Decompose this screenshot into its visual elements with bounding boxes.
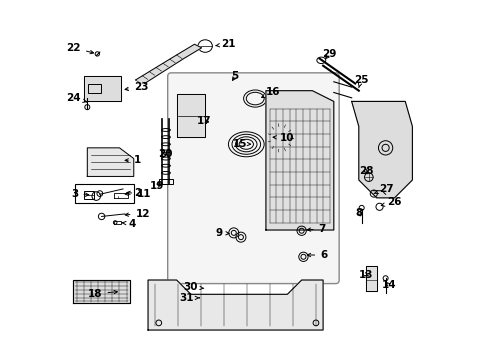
Text: 29: 29 (322, 49, 336, 59)
Text: 20: 20 (158, 149, 172, 159)
Text: 4: 4 (122, 219, 135, 229)
Text: 23: 23 (125, 82, 148, 92)
Text: 26: 26 (381, 197, 401, 207)
Bar (75, 184, 134, 203)
Text: 22: 22 (66, 43, 93, 54)
Text: 13: 13 (358, 270, 372, 280)
Text: 18: 18 (88, 289, 117, 298)
Text: 28: 28 (358, 166, 372, 176)
Polygon shape (176, 94, 205, 137)
Text: 6: 6 (306, 250, 327, 260)
Text: 19: 19 (149, 181, 164, 191)
Text: 24: 24 (66, 93, 86, 103)
Bar (88, 85, 101, 93)
Text: 16: 16 (261, 87, 280, 98)
Text: 30: 30 (183, 282, 203, 292)
Text: 10: 10 (272, 133, 294, 143)
Text: 7: 7 (306, 224, 325, 234)
Text: 5: 5 (231, 71, 238, 81)
Text: 11: 11 (127, 189, 151, 199)
Polygon shape (87, 148, 134, 176)
Text: 31: 31 (179, 293, 199, 303)
Polygon shape (135, 44, 201, 84)
FancyBboxPatch shape (167, 73, 339, 284)
Text: 9: 9 (215, 228, 229, 238)
Text: 27: 27 (373, 184, 393, 194)
Polygon shape (351, 102, 411, 198)
Text: 1: 1 (125, 156, 141, 165)
Text: 8: 8 (354, 208, 362, 218)
Polygon shape (365, 266, 376, 291)
Polygon shape (83, 76, 121, 102)
Text: 2: 2 (125, 188, 141, 198)
Text: 21: 21 (215, 39, 235, 49)
Polygon shape (73, 280, 130, 303)
Bar (159, 179, 173, 184)
Text: 17: 17 (197, 116, 211, 126)
Text: 25: 25 (353, 75, 367, 88)
Polygon shape (148, 280, 323, 330)
Text: 15: 15 (232, 139, 250, 149)
Text: 14: 14 (381, 280, 396, 291)
Text: 12: 12 (125, 209, 150, 219)
Polygon shape (265, 91, 333, 230)
Text: 3: 3 (71, 189, 89, 199)
Bar (83, 192, 94, 199)
